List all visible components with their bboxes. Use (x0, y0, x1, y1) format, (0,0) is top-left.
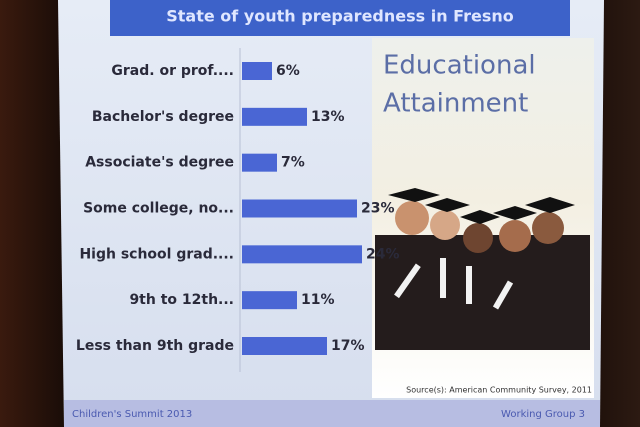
footer-left: Children's Summit 2013 (72, 409, 192, 420)
side-title: Educational (383, 51, 536, 81)
header-band (110, 0, 570, 36)
bar (242, 107, 307, 126)
value-label: 6% (276, 63, 300, 79)
y-tick-label: Bachelor's degree (92, 109, 234, 125)
y-tick-label: Grad. or prof.... (111, 63, 234, 79)
side-title: Attainment (383, 89, 528, 119)
graduates-image (375, 188, 590, 350)
value-label: 11% (301, 292, 335, 308)
bar (242, 153, 277, 172)
y-tick-label: Less than 9th grade (76, 338, 234, 354)
y-tick-label: 9th to 12th... (129, 292, 234, 308)
bar (242, 199, 357, 218)
footer-right: Working Group 3 (501, 409, 585, 420)
chart-title: State of youth preparedness in Fresno (166, 7, 513, 26)
value-label: 13% (311, 109, 345, 125)
value-label: 23% (361, 201, 395, 217)
y-tick-label: High school grad.... (79, 246, 234, 262)
bar (242, 337, 327, 355)
value-label: 7% (281, 155, 305, 171)
bar (242, 62, 272, 80)
bar (242, 291, 297, 310)
y-tick-label: Some college, no... (83, 201, 234, 217)
footer-band (64, 400, 600, 427)
source-note: Source(s): American Community Survey, 20… (406, 386, 592, 395)
y-tick-label: Associate's degree (85, 155, 234, 171)
value-label: 24% (366, 246, 400, 262)
value-label: 17% (331, 338, 365, 354)
bar (242, 245, 362, 264)
